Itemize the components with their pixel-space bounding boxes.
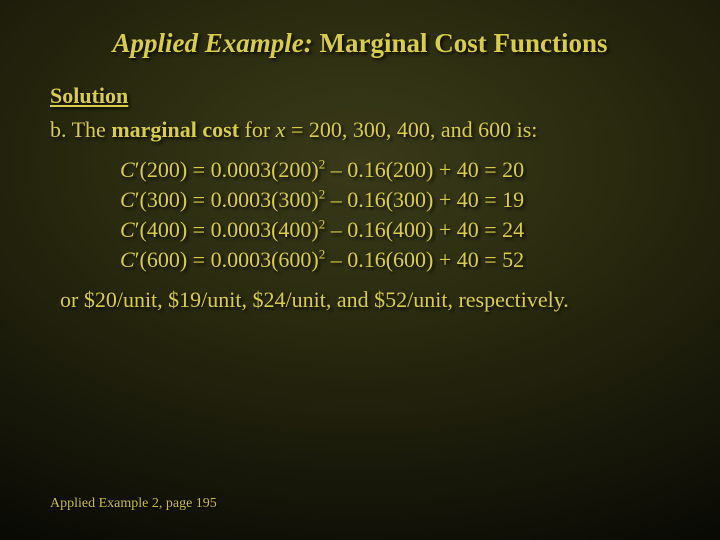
title-rest: Marginal Cost Functions [319,28,607,58]
equation-row: C′(300) = 0.0003(300)2 – 0.16(300) + 40 … [120,187,670,213]
eq-eq: ) = [180,187,211,212]
eq-rhs: 0.0003(300) [211,187,319,212]
prompt-line: b. The marginal cost for x = 200, 300, 4… [50,117,670,143]
equation-block: C′(200) = 0.0003(200)2 – 0.16(200) + 40 … [120,157,670,273]
eq-tail: – 0.16(200) + 40 = 20 [325,157,524,182]
prompt-var: x [276,117,286,142]
eq-rhs: 0.0003(200) [211,157,319,182]
eq-lhs-var: C [120,157,135,182]
eq-eq: ) = [180,157,211,182]
equation-row: C′(200) = 0.0003(200)2 – 0.16(200) + 40 … [120,157,670,183]
eq-tail: – 0.16(400) + 40 = 24 [325,217,524,242]
equation-row: C′(400) = 0.0003(400)2 – 0.16(400) + 40 … [120,217,670,243]
eq-eq: ) = [180,247,211,272]
solution-heading: Solution [50,83,670,109]
eq-lhs-var: C [120,217,135,242]
prompt-mid: for [245,117,271,142]
eq-lhs-var: C [120,187,135,212]
eq-prime: ′( [135,157,147,182]
summary-line: or $20/unit, $19/unit, $24/unit, and $52… [60,287,670,313]
footer-reference: Applied Example 2, page 195 [50,496,217,512]
prompt-bold: marginal cost [111,117,239,142]
eq-prime: ′( [135,217,147,242]
eq-prime: ′( [135,247,147,272]
eq-lhs-arg: 400 [147,217,180,242]
eq-lhs-var: C [120,247,135,272]
eq-lhs-arg: 300 [147,187,180,212]
prompt-rest: = 200, 300, 400, and 600 is: [291,117,537,142]
eq-prime: ′( [135,187,147,212]
eq-lhs-arg: 200 [147,157,180,182]
eq-tail: – 0.16(600) + 40 = 52 [325,247,524,272]
title-italic: Applied Example: [113,28,313,58]
eq-rhs: 0.0003(400) [211,217,319,242]
eq-lhs-arg: 600 [147,247,180,272]
slide-container: Applied Example: Marginal Cost Functions… [0,0,720,540]
eq-eq: ) = [180,217,211,242]
eq-tail: – 0.16(300) + 40 = 19 [325,187,524,212]
equation-row: C′(600) = 0.0003(600)2 – 0.16(600) + 40 … [120,247,670,273]
eq-rhs: 0.0003(600) [211,247,319,272]
prompt-prefix: b. The [50,117,106,142]
slide-title: Applied Example: Marginal Cost Functions [50,28,670,59]
